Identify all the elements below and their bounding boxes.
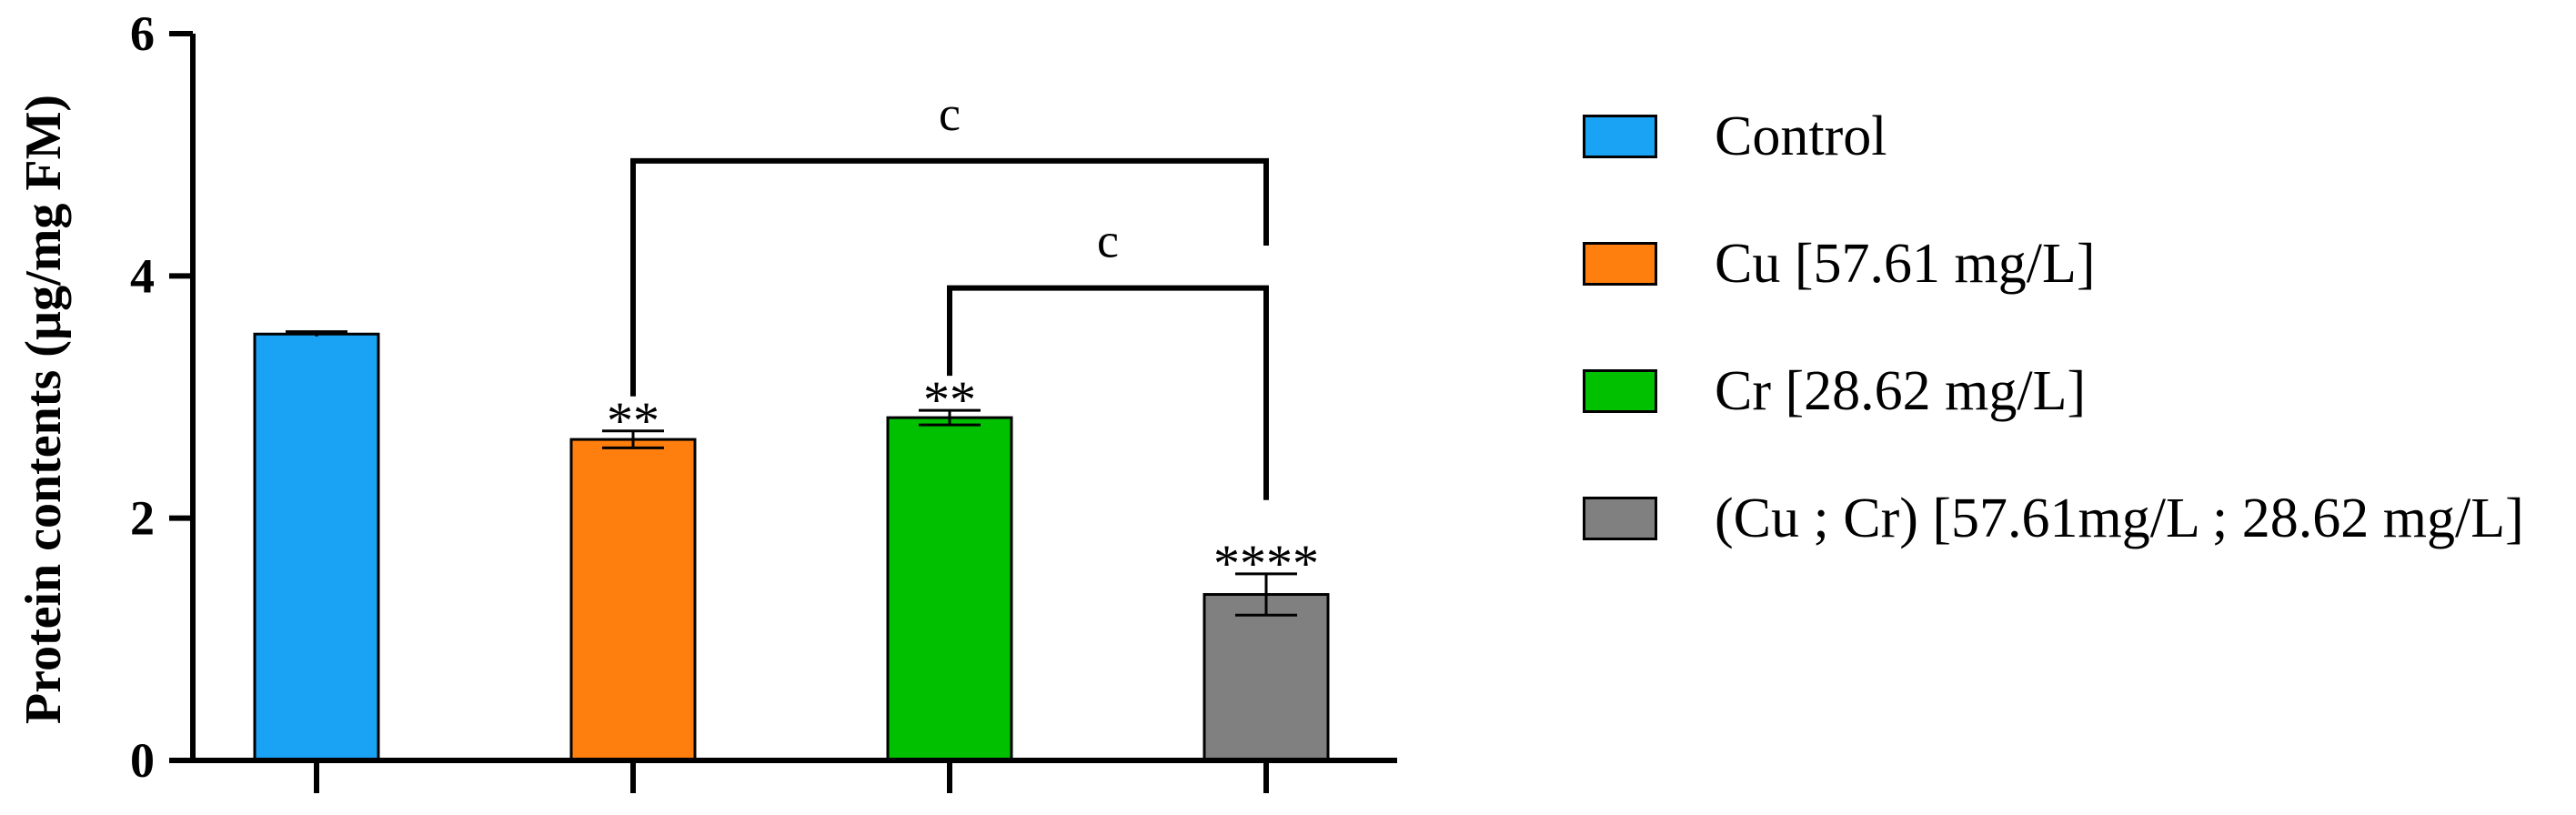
- significance-mark-3: ****: [1213, 534, 1319, 593]
- legend-swatch-control: [1583, 115, 1657, 158]
- comparison-label-1: c: [1097, 214, 1119, 268]
- legend-label-cu-cr: (Cu ; Cr) [57.61mg/L ; 28.62 mg/L]: [1715, 488, 2524, 549]
- legend-swatch-cu: [1583, 242, 1657, 286]
- comparison-bracket-0: [630, 157, 1269, 397]
- comparison-label-0: c: [939, 86, 961, 141]
- bar-3: [1202, 593, 1330, 762]
- y-tick-label-0: 0: [130, 733, 155, 788]
- comparison-bracket-1: [947, 285, 1269, 500]
- bar-0: [253, 332, 380, 762]
- y-tick-label-3: 6: [130, 6, 155, 61]
- significance-mark-2: **: [923, 370, 976, 429]
- legend-label-cu: Cu [57.61 mg/L]: [1715, 233, 2096, 295]
- y-axis-title: Protein contents (µg/mg FM): [15, 95, 72, 724]
- legend-swatch-cu-cr: [1583, 497, 1657, 540]
- y-tick-label-2: 4: [130, 248, 155, 303]
- bar-2: [886, 416, 1013, 762]
- legend-label-control: Control: [1715, 106, 1887, 167]
- bar-1: [569, 438, 697, 762]
- y-tick-label-1: 2: [130, 491, 155, 546]
- legend-swatch-cr: [1583, 369, 1657, 413]
- significance-mark-1: **: [607, 391, 659, 450]
- legend-label-cr: Cr [28.62 mg/L]: [1715, 360, 2087, 422]
